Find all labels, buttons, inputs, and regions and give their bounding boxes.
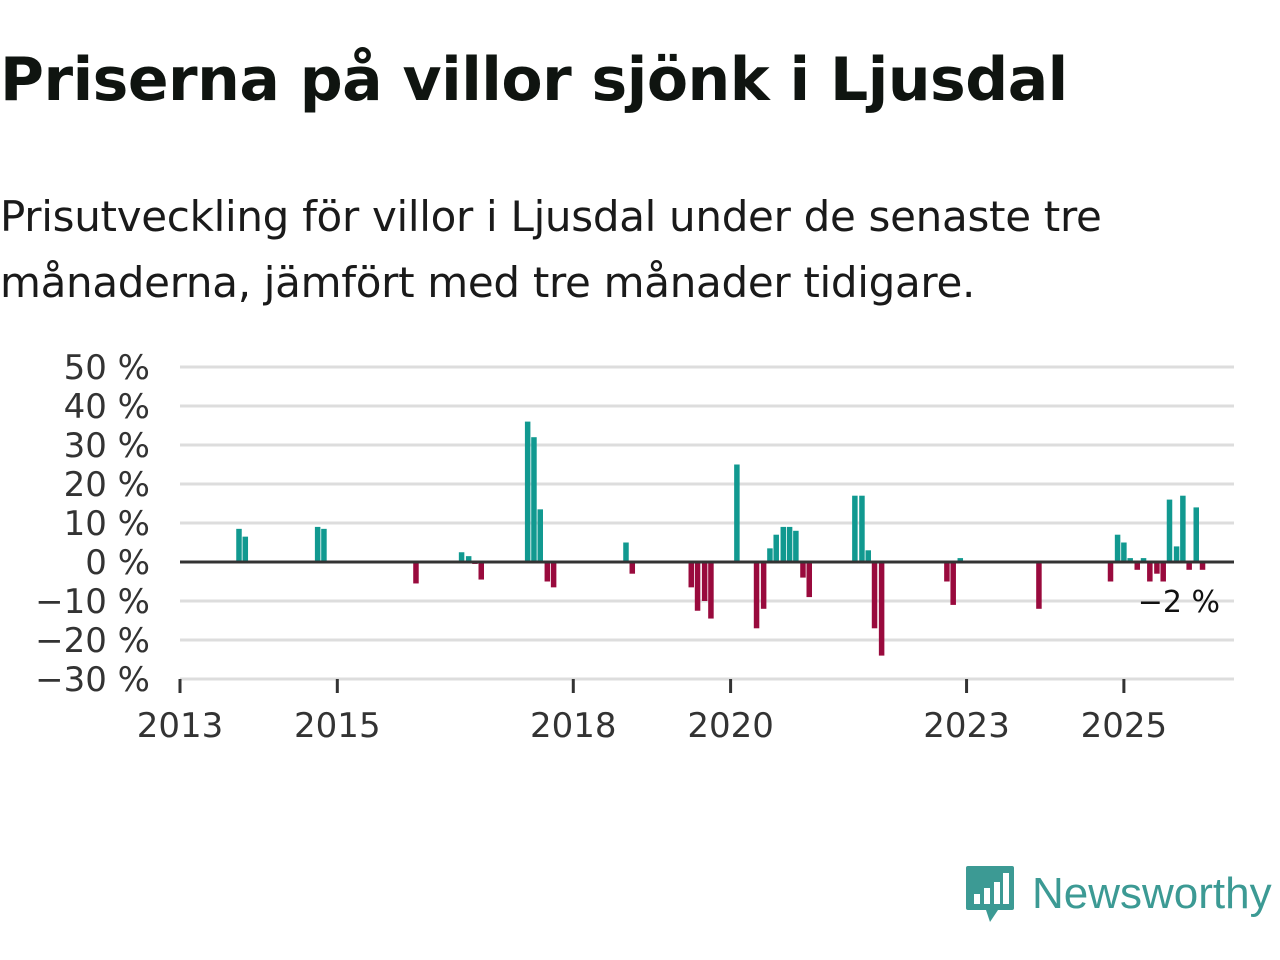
- x-tick-label: 2020: [687, 706, 774, 746]
- bar: [708, 562, 714, 619]
- bar: [859, 495, 865, 562]
- x-tick-label: 2023: [923, 706, 1010, 746]
- newsworthy-logo: Newsworthy: [964, 864, 1272, 924]
- y-axis-ticks: 50 %40 %30 %20 %10 %0 %−10 %−20 %−30 %: [35, 348, 150, 700]
- bar: [871, 562, 878, 629]
- bar: [629, 562, 636, 574]
- y-tick-label: 20 %: [64, 465, 150, 505]
- bar: [1107, 562, 1114, 582]
- bar: [793, 530, 799, 562]
- bar: [1140, 558, 1147, 562]
- x-tick-label: 2018: [530, 706, 617, 746]
- bar: [1186, 562, 1192, 570]
- bar: [773, 534, 779, 562]
- bar: [531, 437, 537, 562]
- bar: [242, 536, 249, 562]
- last-value-label: −2 %: [1138, 585, 1220, 620]
- chart-subtitle: Prisutveckling för villor i Ljusdal unde…: [0, 192, 1102, 307]
- bar: [623, 542, 629, 562]
- bar: [852, 495, 858, 562]
- gridlines: [180, 365, 1234, 681]
- bar: [458, 552, 465, 562]
- bar: [786, 526, 793, 562]
- x-tick-label: 2025: [1081, 706, 1168, 746]
- y-tick-label: −20 %: [35, 621, 150, 661]
- bar: [1114, 534, 1121, 562]
- y-tick-label: 40 %: [64, 387, 150, 427]
- bar: [236, 528, 242, 562]
- brand-name: Newsworthy: [1032, 869, 1272, 918]
- bar: [806, 562, 813, 598]
- y-tick-label: 0 %: [85, 543, 150, 583]
- y-tick-label: 50 %: [64, 348, 150, 388]
- bar: [321, 528, 327, 562]
- bar: [800, 562, 806, 578]
- bar: [1127, 558, 1133, 562]
- x-axis: 2013 2015 2018 2020 2023 2025: [137, 679, 1167, 746]
- y-tick-label: 10 %: [64, 504, 150, 544]
- bar: [544, 562, 551, 582]
- bar: [465, 556, 472, 562]
- bar: [957, 558, 964, 562]
- bar: [753, 562, 760, 629]
- bar: [688, 562, 695, 588]
- y-tick-label: 30 %: [64, 426, 150, 466]
- bar: [537, 509, 543, 562]
- bar: [550, 562, 557, 588]
- bar: [1166, 499, 1173, 562]
- bar: [1173, 546, 1180, 562]
- bar: [950, 562, 956, 605]
- bar: [1036, 562, 1042, 609]
- y-tick-label: −10 %: [35, 582, 150, 622]
- bar: [780, 526, 787, 562]
- bar: [865, 550, 871, 562]
- bar: [760, 562, 767, 609]
- bar: [1134, 562, 1141, 570]
- bar: [1121, 542, 1127, 562]
- bar: [767, 548, 773, 562]
- bars: [236, 421, 1206, 656]
- bar: [413, 562, 419, 584]
- bar: [701, 562, 708, 601]
- bar: [694, 562, 701, 611]
- bar: [944, 562, 950, 582]
- bar: [524, 421, 531, 562]
- bar: [1147, 562, 1153, 582]
- bar: [1199, 562, 1206, 570]
- x-tick-label: 2015: [294, 706, 381, 746]
- logo-chart-icon: [966, 866, 1014, 922]
- bar: [1193, 507, 1199, 562]
- bar-chart: 50 %40 %30 %20 %10 %0 %−10 %−20 %−30 % 2…: [35, 348, 1234, 746]
- x-tick-label: 2013: [137, 706, 224, 746]
- bar: [478, 562, 485, 580]
- chart-title: Priserna på villor sjönk i Ljusdal: [0, 45, 1068, 115]
- y-tick-label: −30 %: [35, 660, 150, 700]
- bar: [734, 464, 740, 562]
- bar: [1180, 495, 1186, 562]
- bar: [314, 526, 321, 562]
- bar: [878, 562, 885, 656]
- bar: [1160, 562, 1166, 582]
- bar: [1154, 562, 1160, 574]
